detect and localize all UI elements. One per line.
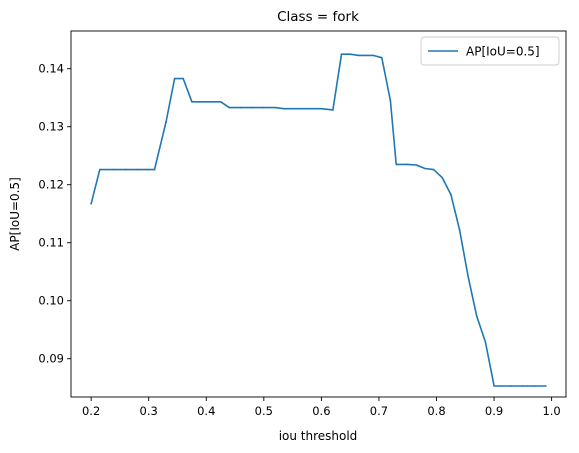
data-point — [263, 106, 265, 109]
legend: AP[IoU=0.5] — [420, 36, 560, 66]
data-point — [297, 107, 300, 110]
y-tick-label: 0.14 — [38, 62, 64, 76]
x-axis-ticks: 0.2 0.3 0.4 0.5 0.6 0.7 0.8 0.9 1.0 — [82, 397, 561, 418]
x-tick-label: 0.3 — [140, 404, 158, 418]
data-point — [99, 168, 101, 171]
data-point — [381, 56, 383, 59]
plot-area — [71, 31, 566, 397]
data-point — [458, 228, 461, 231]
data-point — [372, 54, 375, 57]
data-point — [476, 315, 478, 318]
data-point — [406, 163, 409, 166]
data-point — [283, 107, 285, 110]
y-tick-label: 0.13 — [38, 120, 64, 134]
x-tick-label: 0.9 — [485, 404, 503, 418]
x-tick-label: 0.7 — [370, 404, 388, 418]
data-point — [274, 106, 277, 109]
y-axis-label: AP[IoU=0.5] — [8, 177, 22, 251]
plot-frame — [70, 30, 567, 398]
x-tick-label: 0.4 — [197, 404, 215, 418]
y-tick-label: 0.09 — [38, 352, 64, 366]
data-point — [522, 385, 524, 387]
data-point — [147, 168, 150, 171]
chart-title: Class = fork — [277, 9, 359, 25]
data-point — [228, 106, 231, 109]
series-line-ap-iou-0.5 — [90, 53, 546, 387]
data-point — [424, 167, 426, 170]
data-point — [450, 193, 452, 196]
y-tick-label: 0.12 — [38, 178, 64, 192]
x-tick-label: 0.2 — [82, 404, 100, 418]
data-point — [182, 77, 184, 80]
data-point — [467, 276, 470, 278]
data-point — [153, 168, 156, 171]
data-point — [251, 106, 254, 109]
y-tick-label: 0.10 — [38, 294, 64, 308]
data-point — [415, 164, 418, 166]
data-point — [219, 101, 222, 103]
data-point — [484, 341, 487, 343]
legend-label: AP[IoU=0.5] — [466, 45, 540, 59]
data-point — [90, 203, 92, 205]
data-point — [332, 109, 334, 111]
data-point — [124, 168, 127, 171]
data-point — [199, 101, 202, 103]
data-point — [358, 54, 360, 57]
data-point — [165, 121, 167, 123]
data-point — [533, 385, 536, 387]
x-tick-label: 0.6 — [312, 404, 330, 418]
x-tick-label: 1.0 — [542, 404, 560, 418]
data-point — [211, 101, 213, 103]
data-point — [366, 54, 369, 57]
data-point — [389, 99, 392, 102]
y-axis-ticks: 0.09 0.10 0.11 0.12 0.13 0.14 — [38, 62, 71, 366]
data-point — [309, 107, 311, 110]
data-point — [320, 107, 323, 110]
data-point — [191, 101, 193, 103]
data-point — [493, 385, 495, 387]
data-point — [395, 163, 398, 166]
x-axis-label: iou threshold — [279, 429, 358, 443]
data-point — [349, 53, 352, 55]
legend-box — [420, 36, 560, 66]
data-points — [90, 53, 547, 387]
data-point — [340, 53, 343, 55]
data-point — [499, 385, 501, 387]
data-point — [240, 106, 242, 109]
data-point — [441, 176, 444, 179]
y-tick-label: 0.11 — [38, 236, 64, 250]
data-point — [510, 385, 513, 387]
data-point — [136, 168, 138, 171]
data-point — [173, 77, 176, 80]
data-point — [432, 168, 435, 171]
data-point — [545, 385, 547, 387]
data-point — [113, 168, 115, 171]
x-tick-label: 0.8 — [427, 404, 445, 418]
x-tick-label: 0.5 — [255, 404, 273, 418]
